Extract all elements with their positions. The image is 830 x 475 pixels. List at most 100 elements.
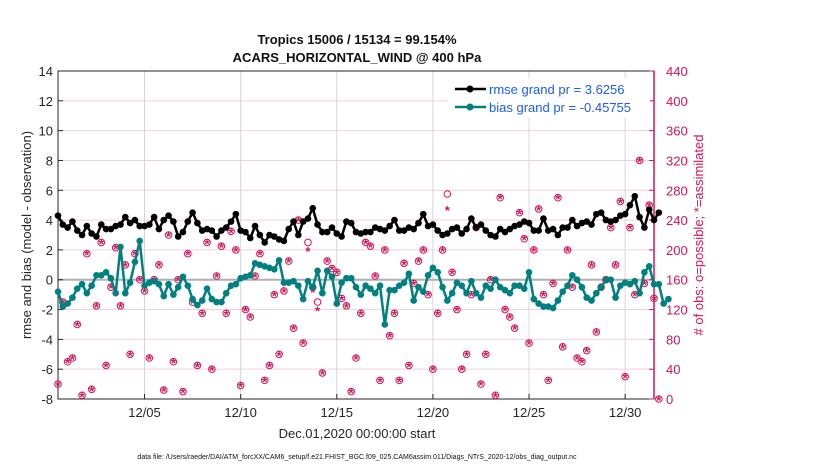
rmse-point bbox=[189, 209, 196, 216]
bias-point bbox=[429, 264, 437, 272]
bias-point bbox=[434, 268, 442, 276]
obs-possible-point bbox=[208, 365, 216, 373]
bias-point bbox=[583, 294, 591, 301]
obs-possible-point bbox=[236, 381, 245, 390]
rmse-point bbox=[146, 221, 153, 228]
obs-possible-point bbox=[438, 246, 447, 254]
obs-possible-point bbox=[78, 391, 86, 400]
obs-possible-point bbox=[366, 242, 375, 250]
obs-possible-point bbox=[54, 380, 62, 388]
bias-point bbox=[333, 300, 341, 307]
rmse-point bbox=[631, 192, 639, 200]
bias-point bbox=[203, 285, 211, 292]
rmse-point bbox=[453, 224, 461, 231]
obs-possible-point bbox=[265, 361, 274, 370]
obs-assimilated-point: * bbox=[209, 363, 215, 378]
bias-point bbox=[660, 300, 667, 307]
x-tick-label: 12/15 bbox=[321, 405, 354, 420]
y2-tick-label: 200 bbox=[666, 243, 688, 258]
obs-assimilated-point: * bbox=[94, 300, 100, 315]
obs-possible-point bbox=[621, 372, 629, 381]
axes: -8 -6 -4 -2 0 2 4 6 8 10 12 14 0 40 80 120 160 200 240 280 3… bbox=[39, 64, 688, 420]
obs-possible-point bbox=[376, 376, 384, 385]
obs-possible-point bbox=[342, 302, 351, 310]
obs-possible-point bbox=[395, 376, 404, 385]
bias-point bbox=[593, 289, 600, 297]
rmse-point bbox=[160, 216, 168, 224]
obs-assimilated-point: * bbox=[320, 367, 326, 382]
obs-possible-point bbox=[275, 350, 283, 359]
obs-assimilated-point: * bbox=[200, 307, 206, 322]
rmse-point bbox=[636, 213, 643, 221]
obs-assimilated-point: * bbox=[445, 203, 451, 218]
rmse-point bbox=[93, 233, 100, 240]
rmse-point bbox=[179, 228, 187, 236]
rmse-point bbox=[641, 224, 648, 231]
obs-assimilated-point: * bbox=[176, 274, 182, 289]
obs-assimilated-point: * bbox=[257, 248, 263, 263]
obs-assimilated-point: * bbox=[426, 289, 432, 304]
obs-possible-point bbox=[347, 387, 355, 396]
rmse-point bbox=[429, 221, 437, 228]
bias-point bbox=[88, 282, 95, 289]
rmse-point bbox=[150, 213, 158, 221]
bias-point bbox=[496, 283, 504, 291]
rmse-point bbox=[559, 224, 566, 231]
obs-possible-point bbox=[443, 190, 452, 198]
obs-possible-point bbox=[212, 272, 221, 280]
obs-possible-point bbox=[260, 376, 269, 385]
obs-assimilated-point: * bbox=[99, 236, 105, 251]
obs-assimilated-point: * bbox=[65, 356, 71, 371]
y-tick-label: -6 bbox=[41, 362, 53, 377]
obs-assimilated-point: * bbox=[402, 257, 408, 272]
obs-assimilated-point: * bbox=[128, 348, 134, 363]
bias-point bbox=[405, 270, 413, 278]
bias-point bbox=[631, 277, 639, 285]
bias-point bbox=[155, 280, 163, 288]
obs-assimilated-point: * bbox=[286, 255, 292, 270]
obs-assimilated-point: * bbox=[454, 304, 460, 319]
legend-bias-marker bbox=[466, 103, 474, 111]
obs-assimilated-point: * bbox=[531, 244, 537, 259]
rmse-point bbox=[323, 228, 331, 236]
rmse-point bbox=[295, 231, 302, 239]
obs-possible-point bbox=[506, 313, 514, 321]
obs-assimilated-point: * bbox=[555, 192, 561, 207]
obs-assimilated-point: * bbox=[498, 192, 504, 207]
rmse-point bbox=[367, 228, 374, 236]
bias-point bbox=[165, 280, 172, 288]
bias-point bbox=[641, 268, 648, 276]
obs-assimilated-point: * bbox=[623, 371, 629, 386]
rmse-point bbox=[208, 227, 216, 234]
legend-box bbox=[448, 78, 650, 118]
obs-possible-point bbox=[626, 223, 634, 232]
obs-assimilated-point: * bbox=[507, 311, 513, 326]
bias-point bbox=[189, 295, 196, 303]
bias-point bbox=[612, 294, 619, 301]
obs-assimilated-point: * bbox=[253, 270, 259, 285]
bias-point bbox=[588, 297, 595, 304]
rmse-point bbox=[621, 210, 629, 218]
obs-possible-point bbox=[429, 365, 437, 373]
obs-assimilated-point: * bbox=[137, 274, 143, 289]
rmse-point bbox=[314, 221, 321, 228]
y-tick-label: 10 bbox=[39, 124, 53, 139]
bias-point bbox=[121, 289, 129, 297]
obs-assimilated-point: * bbox=[185, 248, 191, 263]
bias-point bbox=[665, 295, 672, 303]
obs-possible-point bbox=[179, 387, 187, 396]
bias-point bbox=[198, 297, 206, 304]
obs-possible-point bbox=[390, 309, 399, 318]
bias-point bbox=[218, 298, 225, 306]
bias-point bbox=[323, 267, 331, 275]
obs-possible-point bbox=[371, 272, 380, 280]
obs-possible-point bbox=[655, 395, 663, 403]
rmse-point bbox=[525, 219, 533, 227]
rmse-point bbox=[597, 209, 605, 216]
rmse-point bbox=[655, 209, 663, 216]
obs-possible-point bbox=[116, 302, 125, 310]
obs-possible-point bbox=[357, 309, 365, 318]
rmse-point bbox=[97, 221, 105, 228]
obs-assimilated-point: * bbox=[75, 318, 81, 333]
rmse-point bbox=[242, 228, 249, 236]
